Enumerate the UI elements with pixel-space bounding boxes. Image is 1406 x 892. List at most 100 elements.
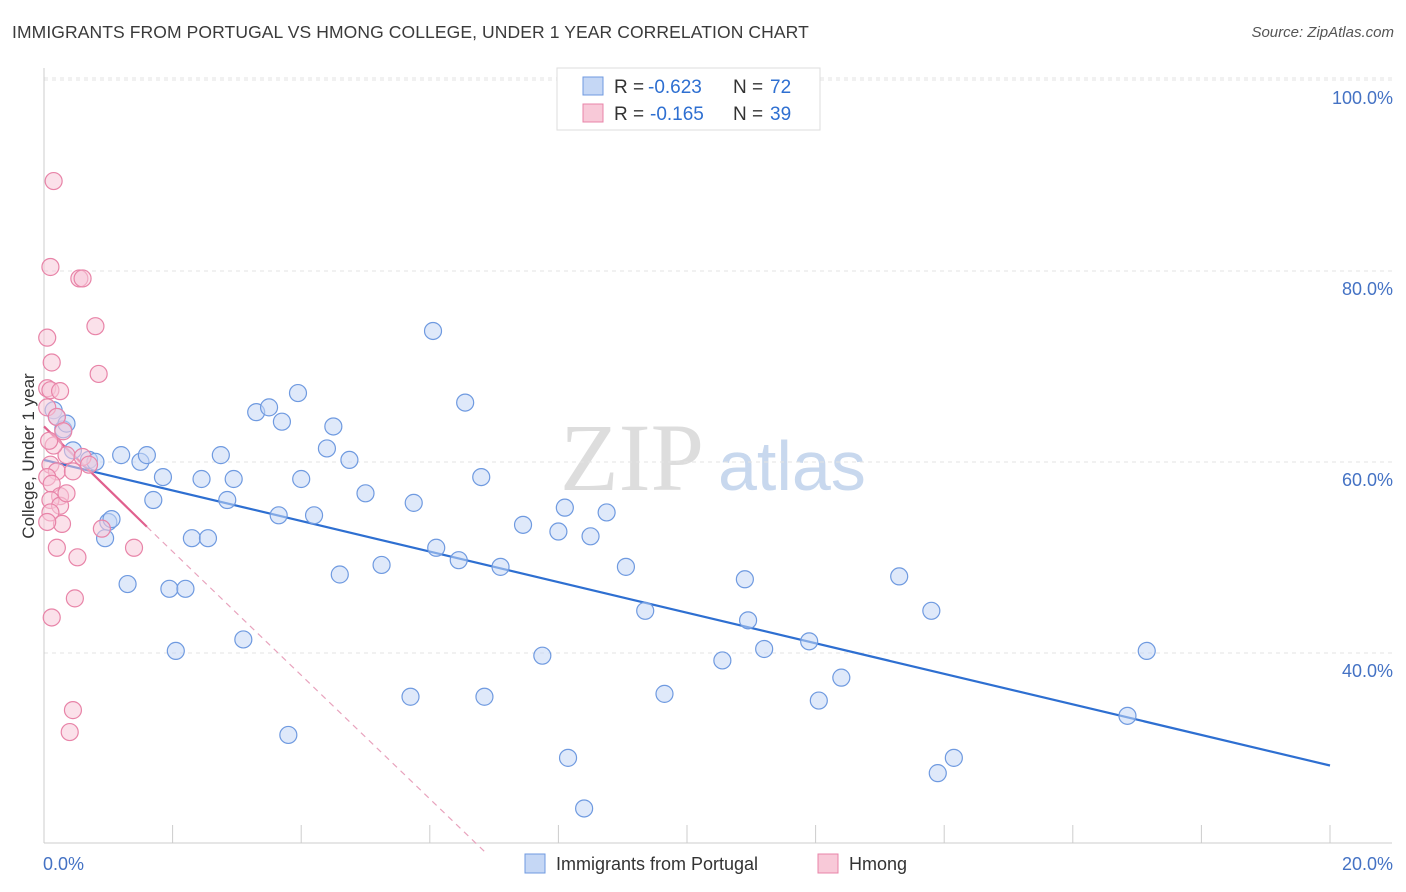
- point-portugal-31: [292, 469, 311, 489]
- chart-title: IMMIGRANTS FROM PORTUGAL VS HMONG COLLEG…: [12, 22, 809, 42]
- point-portugal-46: [475, 687, 494, 706]
- point-portugal-19: [192, 469, 211, 489]
- point-portugal-54: [581, 527, 600, 546]
- point-portugal-70: [1118, 706, 1137, 725]
- y-tick-label-1: 60.0%: [1342, 470, 1393, 490]
- point-portugal-35: [330, 565, 349, 584]
- point-portugal-23: [224, 469, 243, 489]
- legend-r-value-portugal: -0.623: [648, 77, 702, 98]
- point-portugal-14: [153, 467, 173, 487]
- point-portugal-10: [112, 446, 131, 465]
- point-portugal-67: [922, 601, 941, 620]
- point-hmong-3: [73, 269, 92, 288]
- point-portugal-42: [427, 538, 446, 557]
- point-portugal-37: [356, 484, 375, 503]
- point-portugal-32: [304, 506, 324, 525]
- watermark-zip: ZIP: [560, 404, 704, 511]
- point-portugal-51: [555, 498, 574, 517]
- gridlines: [44, 77, 1392, 654]
- point-portugal-40: [404, 493, 423, 512]
- point-portugal-43: [449, 551, 468, 570]
- point-hmong-25: [92, 519, 111, 538]
- bottom-legend-swatch-hmong: [817, 853, 839, 874]
- point-hmong-26: [124, 538, 144, 557]
- point-portugal-26: [259, 398, 279, 417]
- point-hmong-6: [42, 353, 61, 372]
- point-portugal-50: [549, 522, 568, 541]
- point-portugal-64: [809, 691, 828, 710]
- point-portugal-24: [234, 630, 253, 649]
- bottom-legend-swatch-portugal: [524, 853, 546, 874]
- point-hmong-0: [44, 171, 63, 191]
- point-hmong-28: [68, 548, 87, 567]
- point-portugal-68: [928, 764, 947, 783]
- point-portugal-62: [755, 639, 774, 659]
- y-tick-label-3: 100.0%: [1332, 88, 1393, 108]
- point-hmong-37: [57, 484, 76, 503]
- point-portugal-18: [182, 529, 201, 548]
- point-hmong-27: [47, 538, 66, 557]
- point-portugal-38: [372, 555, 391, 575]
- point-portugal-49: [533, 646, 552, 665]
- y-axis-label: College, Under 1 year: [19, 373, 38, 539]
- point-hmong-24: [63, 462, 83, 481]
- point-portugal-9: [118, 574, 137, 594]
- point-portugal-21: [211, 446, 230, 465]
- trend-line-portugal: [43, 458, 1331, 767]
- point-portugal-48: [513, 515, 533, 534]
- bottom-legend-label-hmong: Hmong: [849, 854, 907, 874]
- point-hmong-29: [65, 589, 84, 608]
- legend-n-value-hmong: 39: [770, 104, 791, 125]
- point-hmong-9: [50, 382, 70, 401]
- point-portugal-44: [456, 393, 475, 412]
- point-portugal-65: [832, 668, 851, 687]
- legend-swatch-hmong: [582, 103, 604, 123]
- point-portugal-36: [340, 450, 359, 469]
- y-tick-label-2: 80.0%: [1342, 279, 1393, 299]
- data-points: [38, 171, 1156, 818]
- legend-n-label-portugal: N =: [733, 77, 763, 98]
- point-hmong-5: [38, 328, 57, 347]
- point-portugal-12: [137, 446, 156, 465]
- point-portugal-28: [272, 412, 292, 431]
- point-portugal-45: [472, 467, 491, 487]
- point-portugal-63: [800, 632, 819, 651]
- point-portugal-69: [944, 748, 963, 767]
- x-tick-labels: 0.0% 20.0%: [43, 825, 1393, 874]
- point-portugal-30: [288, 383, 308, 403]
- point-portugal-33: [317, 439, 337, 458]
- point-portugal-16: [166, 641, 185, 661]
- point-hmong-36: [40, 431, 59, 450]
- point-portugal-27: [269, 506, 288, 525]
- point-portugal-55: [597, 503, 616, 522]
- point-hmong-4: [86, 317, 105, 336]
- point-portugal-13: [144, 490, 163, 510]
- point-portugal-59: [713, 651, 732, 670]
- legend-n-value-portugal: 72: [770, 77, 791, 98]
- point-hmong-38: [38, 512, 57, 532]
- point-portugal-41: [423, 321, 443, 341]
- bottom-legend-label-portugal: Immigrants from Portugal: [556, 854, 758, 874]
- point-portugal-39: [401, 687, 420, 706]
- point-portugal-66: [890, 567, 909, 586]
- point-portugal-57: [636, 601, 655, 620]
- bottom-legend: Immigrants from Portugal Hmong: [524, 853, 907, 874]
- point-hmong-10: [89, 364, 108, 384]
- legend-r-label-portugal: R =: [614, 77, 644, 98]
- point-portugal-61: [738, 611, 758, 630]
- source-label: Source: ZipAtlas.com: [1251, 24, 1394, 41]
- point-portugal-60: [735, 570, 754, 589]
- point-portugal-58: [655, 684, 674, 703]
- point-hmong-30: [42, 608, 61, 627]
- watermark-atlas: atlas: [718, 427, 866, 505]
- legend-r-label-hmong: R =: [614, 104, 644, 125]
- trend-line-hmong-extension: [146, 526, 485, 852]
- point-portugal-34: [324, 417, 343, 436]
- point-portugal-29: [279, 725, 298, 745]
- point-portugal-47: [491, 557, 510, 576]
- y-tick-labels: 40.0% 60.0% 80.0% 100.0%: [1332, 88, 1393, 681]
- point-hmong-31: [63, 701, 83, 720]
- axes: [43, 68, 1392, 844]
- x-tick-label-1: 20.0%: [1342, 854, 1393, 874]
